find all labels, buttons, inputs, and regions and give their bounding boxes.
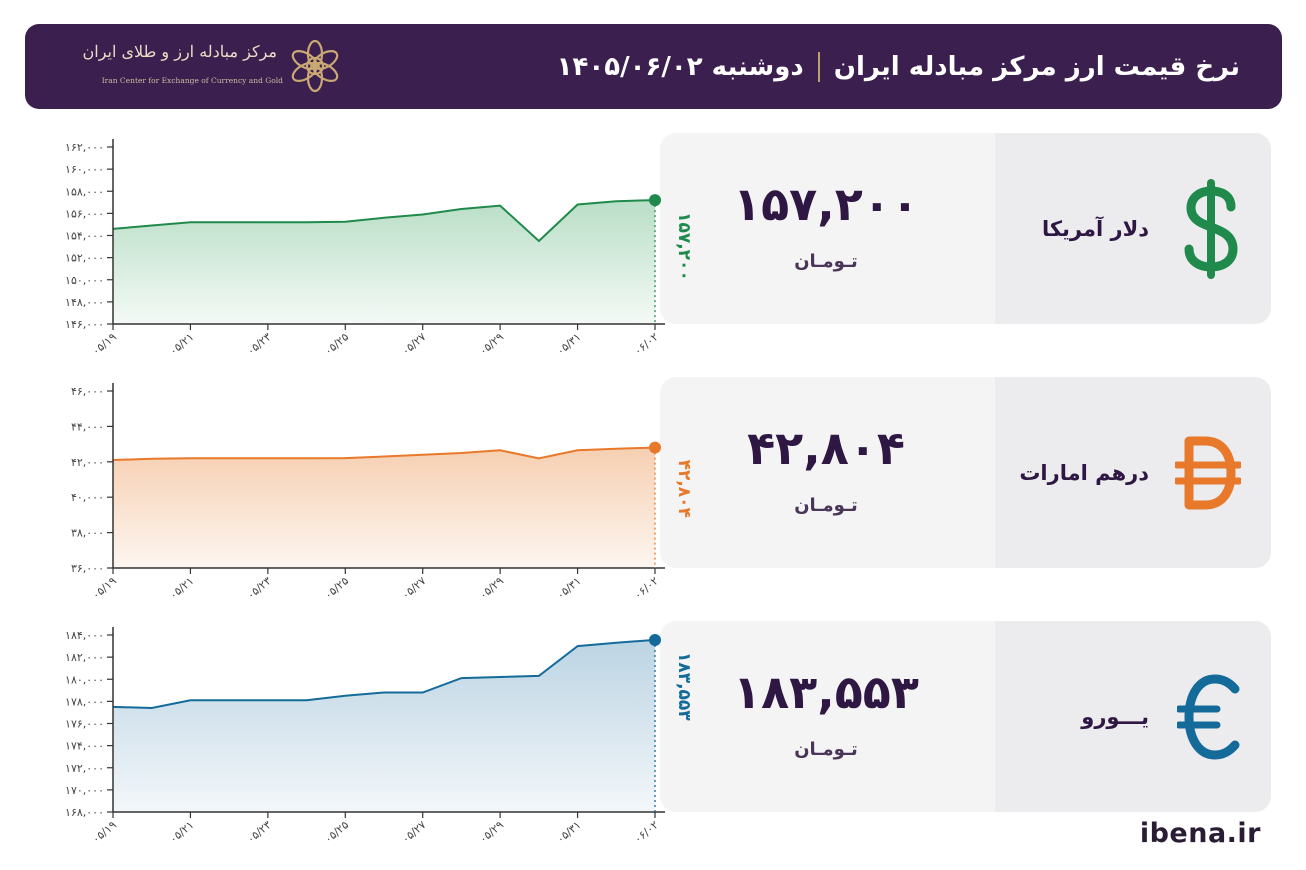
y-tick-label: ۱۷۰,۰۰۰ [65, 784, 104, 797]
unit-aed: تـومـان [794, 495, 858, 516]
x-tick-label: ۰۵/۲۵ [322, 818, 351, 846]
x-tick-label: ۰۵/۳۱ [554, 574, 583, 602]
y-tick-label: ۱۶۲,۰۰۰ [65, 141, 104, 154]
y-tick-label: ۱۶۰,۰۰۰ [65, 163, 104, 176]
series-line [112, 446, 656, 461]
x-tick-label: ۰۵/۲۳ [244, 574, 273, 602]
currency-name-aed: درهم امارات [1019, 460, 1149, 485]
logo-english-name: Iran Center for Exchange of Currency and… [101, 76, 283, 85]
chart-eur: ۱۶۸,۰۰۰ ۱۷۰,۰۰۰ ۱۷۲,۰۰۰ ۱۷۴,۰۰۰ ۱۷۶,۰۰۰ ۱۷۸,۰… [65, 627, 694, 846]
y-tick-label: ۱۵۴,۰۰۰ [65, 230, 104, 243]
last-value-label: ۴۲,۸۰۴ [674, 460, 694, 518]
x-tick-label: ۰۵/۳۱ [554, 330, 583, 358]
card-usd: ۱۵۷,۲۰۰ تـومـان دلار آمریکا [660, 133, 1271, 324]
y-tick-label: ۱۵۸,۰۰۰ [65, 185, 104, 198]
x-tick-label: ۰۵/۲۷ [399, 330, 428, 358]
area-fill [113, 639, 655, 812]
y-tick-label: ۱۵۲,۰۰۰ [65, 252, 104, 265]
y-tick-label: ۱۴۶,۰۰۰ [65, 318, 104, 331]
x-tick-label: ۰۵/۲۳ [244, 330, 273, 358]
series-line [112, 638, 656, 710]
y-tick-label: ۴۰,۰۰۰ [71, 491, 104, 504]
x-tick-label: ۰۵/۲۱ [167, 574, 196, 602]
dollar-icon [1184, 179, 1238, 279]
logo: مرکز مبادله ارز و طلای ایران Iran Center… [77, 36, 347, 98]
unit-eur: تـومـان [794, 739, 858, 760]
price-aed: ۴۲,۸۰۴ [747, 421, 905, 475]
y-tick-label: ۱۸۰,۰۰۰ [65, 673, 104, 686]
price-usd: ۱۵۷,۲۰۰ [733, 177, 919, 231]
y-tick-label: ۱۵۶,۰۰۰ [65, 207, 104, 220]
y-tick-label: ۱۷۸,۰۰۰ [65, 695, 104, 708]
x-tick-label: ۰۵/۲۷ [399, 574, 428, 602]
header-date: دوشنبه ۱۴۰۵/۰۶/۰۲ [556, 51, 804, 82]
y-tick-label: ۴۲,۰۰۰ [71, 456, 104, 469]
site-footer[interactable]: ibena.ir [1139, 818, 1261, 849]
card-icon-panel [995, 621, 1271, 812]
series-line [112, 199, 656, 243]
y-tick-label: ۱۷۲,۰۰۰ [65, 762, 104, 775]
last-point-marker [649, 194, 661, 207]
y-tick-label: ۴۴,۰۰۰ [71, 420, 104, 433]
x-tick-label: ۰۵/۲۱ [167, 330, 196, 358]
y-tick-label: ۱۸۲,۰۰۰ [65, 651, 104, 664]
chart-aed: ۳۶,۰۰۰ ۳۸,۰۰۰ ۴۰,۰۰۰ ۴۲,۰۰۰ ۴۴,۰۰۰ ۴۶,۰۰۰ ۰۵/۱… [71, 383, 694, 602]
x-tick-label: ۰۵/۲۵ [322, 574, 351, 602]
last-point-marker [649, 633, 661, 646]
y-tick-label: ۱۵۰,۰۰۰ [65, 274, 104, 287]
y-tick-label: ۱۷۶,۰۰۰ [65, 718, 104, 731]
header-title-group: نرخ قیمت ارز مرکز مبادله ایران دوشنبه ۱۴… [557, 24, 1240, 109]
x-tick-label: ۰۵/۳۱ [554, 818, 583, 846]
x-tick-label: ۰۵/۲۹ [477, 574, 506, 602]
x-tick-label: ۰۶/۰۲ [632, 818, 661, 846]
x-tick-label: ۰۵/۲۱ [167, 818, 196, 846]
last-value-label: ۱۵۷,۲۰۰ [674, 212, 694, 281]
header-title: نرخ قیمت ارز مرکز مبادله ایران [833, 51, 1240, 82]
logo-mark-icon [291, 39, 339, 93]
x-tick-label: ۰۵/۲۳ [244, 818, 273, 846]
x-tick-label: ۰۵/۲۹ [477, 330, 506, 358]
header-separator [817, 51, 820, 82]
y-tick-label: ۳۶,۰۰۰ [71, 562, 104, 575]
y-tick-label: ۱۴۸,۰۰۰ [65, 296, 104, 309]
y-tick-label: ۱۷۴,۰۰۰ [65, 740, 104, 753]
area-fill [113, 200, 655, 324]
currency-name-eur: یـــورو [1081, 704, 1149, 729]
x-tick-label: ۰۵/۲۵ [322, 330, 351, 358]
x-tick-label: ۰۵/۱۹ [90, 818, 119, 846]
logo-name: مرکز مبادله ارز و طلای ایران [82, 42, 277, 61]
y-tick-label: ۱۶۸,۰۰۰ [65, 806, 104, 819]
y-tick-label: ۴۶,۰۰۰ [71, 385, 104, 398]
x-tick-label: ۰۵/۲۹ [477, 818, 506, 846]
currency-name-usd: دلار آمریکا [1041, 216, 1149, 241]
card-eur: ۱۸۳,۵۵۳ تـومـان یـــورو [660, 621, 1271, 812]
y-tick-label: ۳۸,۰۰۰ [71, 527, 104, 540]
header-bar: مرکز مبادله ارز و طلای ایران Iran Center… [25, 24, 1282, 109]
area-fill [113, 447, 655, 568]
last-point-marker [649, 441, 661, 454]
chart-usd: ۱۴۶,۰۰۰ ۱۴۸,۰۰۰ ۱۵۰,۰۰۰ ۱۵۲,۰۰۰ ۱۵۴,۰۰۰ ۱۵۶,۰… [65, 139, 694, 358]
x-tick-label: ۰۶/۰۲ [632, 574, 661, 602]
dirham-icon [1175, 436, 1241, 510]
x-tick-label: ۰۵/۱۹ [90, 574, 119, 602]
card-aed: ۴۲,۸۰۴ تـومـان درهم امارات [660, 377, 1271, 568]
x-tick-label: ۰۶/۰۲ [632, 330, 661, 358]
x-tick-label: ۰۵/۲۷ [399, 818, 428, 846]
x-tick-label: ۰۵/۱۹ [90, 330, 119, 358]
last-value-label: ۱۸۳,۵۵۳ [674, 652, 694, 721]
y-tick-label: ۱۸۴,۰۰۰ [65, 629, 104, 642]
card-icon-panel [995, 377, 1271, 568]
price-eur: ۱۸۳,۵۵۳ [733, 665, 919, 719]
unit-usd: تـومـان [794, 251, 858, 272]
euro-icon [1177, 674, 1240, 760]
